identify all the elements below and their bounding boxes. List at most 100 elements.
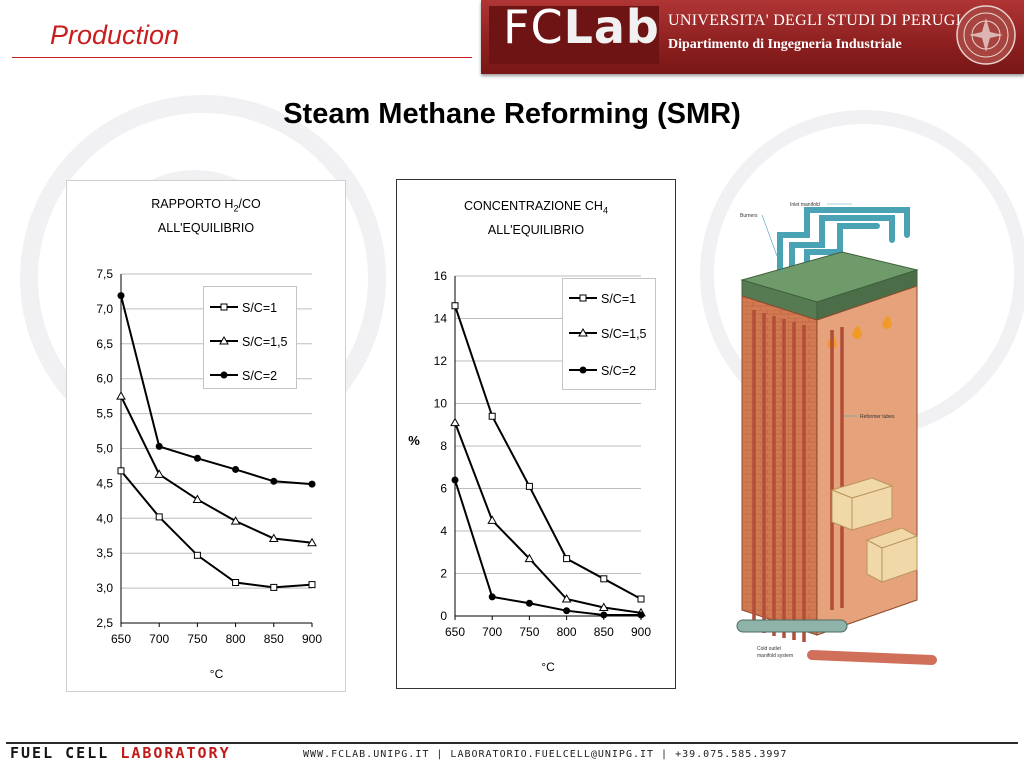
x-axis-label: °C xyxy=(210,667,224,681)
x-tick-label: 800 xyxy=(226,632,246,646)
label-reformer-tubes: Reformer tubes xyxy=(860,414,895,420)
x-tick-label: 700 xyxy=(149,632,169,646)
chart2-title-main: CONCENTRAZIONE CH xyxy=(464,199,603,213)
y-tick-label: 3,5 xyxy=(96,546,113,560)
university-seal-icon xyxy=(956,5,1016,65)
data-point-circle xyxy=(563,607,571,615)
data-point-square xyxy=(308,581,316,589)
triangle-marker-icon xyxy=(569,327,597,337)
footer-contact: WWW.FCLAB.UNIPG.IT | LABORATORIO.FUELCEL… xyxy=(303,749,788,760)
label-inlet-manifold: Inlet manifold xyxy=(790,202,820,208)
chart2-legend-label: S/C=2 xyxy=(601,364,637,378)
chart1-title: RAPPORTO H2/CO ALL'EQUILIBRIO xyxy=(67,195,345,238)
data-point-square xyxy=(451,302,459,310)
data-point-circle xyxy=(270,477,278,485)
reformer-furnace-diagram: Inlet manifold Burners Reformer tubes Co… xyxy=(736,202,937,665)
data-point-square xyxy=(155,513,163,521)
chart1-legend-item-sc2: S/C=2 xyxy=(204,366,296,386)
data-point-square xyxy=(270,583,278,591)
y-tick-label: 12 xyxy=(434,354,448,368)
data-point-circle xyxy=(600,611,608,619)
data-point-triangle xyxy=(230,516,241,525)
footer-brand-b: LABORATORY xyxy=(120,744,231,762)
chart2-legend-label: S/C=1,5 xyxy=(601,327,647,341)
chart2-legend-item-sc1: S/C=1 xyxy=(563,289,655,309)
fclab-logo: FCLab xyxy=(489,0,659,64)
y-tick-label: 2,5 xyxy=(96,616,113,630)
data-point-triangle xyxy=(154,469,165,478)
chart2-plot: 0 2 4 6 8 10 12 14 16 650 700 750 800 850 900 °C% xyxy=(408,269,651,674)
x-tick-label: 750 xyxy=(187,632,207,646)
chart2-legend-item-sc2: S/C=2 xyxy=(563,361,655,381)
footer-divider xyxy=(6,742,1018,744)
footer-brand: FUEL CELL LABORATORY xyxy=(10,744,231,762)
data-point-circle xyxy=(155,442,163,450)
logo-lab: Lab xyxy=(563,0,660,54)
series-line xyxy=(454,305,642,600)
data-point-circle xyxy=(637,611,645,619)
logo-fc: FC xyxy=(503,0,564,54)
chart1-legend-label: S/C=2 xyxy=(242,369,278,383)
university-name: UNIVERSITA' DEGLI STUDI DI PERUGIA xyxy=(668,12,974,29)
x-tick-label: 750 xyxy=(519,625,539,639)
data-point-triangle xyxy=(268,533,279,543)
y-tick-label: 7,5 xyxy=(96,267,113,281)
y-tick-label: 7,0 xyxy=(96,302,113,316)
y-axis-label: % xyxy=(408,433,420,448)
chart-h2-co-ratio: RAPPORTO H2/CO ALL'EQUILIBRIO 2,5 3,0 3,5 4… xyxy=(66,180,346,692)
data-point-circle xyxy=(451,476,459,484)
circle-marker-icon xyxy=(569,366,597,374)
burner-flames xyxy=(827,316,892,349)
section-title: Production xyxy=(50,20,180,50)
chart1-legend: S/C=1 S/C=1,5 S/C=2 xyxy=(203,286,297,389)
y-tick-label: 6 xyxy=(440,482,447,496)
data-point-triangle xyxy=(487,515,498,524)
y-tick-label: 4 xyxy=(440,524,447,538)
footer-brand-a: FUEL CELL xyxy=(10,744,121,762)
label-manifold-system: manifold system xyxy=(757,653,793,659)
chart2-title-sub: 4 xyxy=(602,205,608,216)
x-tick-label: 650 xyxy=(445,625,465,639)
y-tick-label: 10 xyxy=(434,397,448,411)
x-axis-label: °C xyxy=(541,660,555,674)
chart2-legend: S/C=1 S/C=1,5 S/C=2 xyxy=(562,278,656,390)
series-line xyxy=(454,422,642,614)
cold-outlet-manifold xyxy=(736,619,937,665)
data-point-triangle xyxy=(598,602,609,611)
chart1-title-tail: /CO xyxy=(238,197,261,211)
x-tick-label: 850 xyxy=(264,632,284,646)
department-name: Dipartimento di Ingegneria Industriale xyxy=(668,37,902,52)
data-point-square xyxy=(117,467,125,475)
x-tick-label: 900 xyxy=(631,625,651,639)
series-line xyxy=(120,470,313,589)
circle-marker-icon xyxy=(210,371,238,379)
chart1-title-sub: 2 xyxy=(233,203,239,214)
square-marker-icon xyxy=(569,294,597,302)
data-point-circle xyxy=(193,454,201,462)
slide-title: Steam Methane Reforming (SMR) xyxy=(283,98,741,130)
y-tick-label: 5,0 xyxy=(96,442,113,456)
label-cold-outlet: Cold outlet xyxy=(757,646,782,652)
university-banner: FCLab UNIVERSITA' DEGLI STUDI DI PERUGIA… xyxy=(481,0,1024,74)
triangle-marker-icon xyxy=(210,335,238,345)
y-tick-label: 6,5 xyxy=(96,337,113,351)
x-tick-label: 650 xyxy=(111,632,131,646)
chart2-legend-label: S/C=1 xyxy=(601,292,637,306)
chart1-title-main: RAPPORTO H xyxy=(151,197,234,211)
data-point-triangle xyxy=(561,593,572,603)
data-point-triangle xyxy=(116,391,126,400)
section-divider xyxy=(12,57,472,58)
data-point-triangle xyxy=(307,537,317,547)
chart1-plot: 2,5 3,0 3,5 4,0 4,5 5,0 5,5 6,0 6,5 7,0 7,5 650 700 7… xyxy=(96,267,322,681)
data-point-circle xyxy=(488,593,496,601)
data-point-square xyxy=(232,579,240,587)
reformer-tubes xyxy=(752,310,844,642)
series-line xyxy=(120,395,313,544)
y-tick-label: 5,5 xyxy=(96,407,113,421)
data-point-triangle xyxy=(524,553,535,563)
data-point-circle xyxy=(117,292,125,300)
data-point-square xyxy=(563,555,571,563)
data-point-square xyxy=(525,482,533,490)
chart1-legend-label: S/C=1 xyxy=(242,301,278,315)
